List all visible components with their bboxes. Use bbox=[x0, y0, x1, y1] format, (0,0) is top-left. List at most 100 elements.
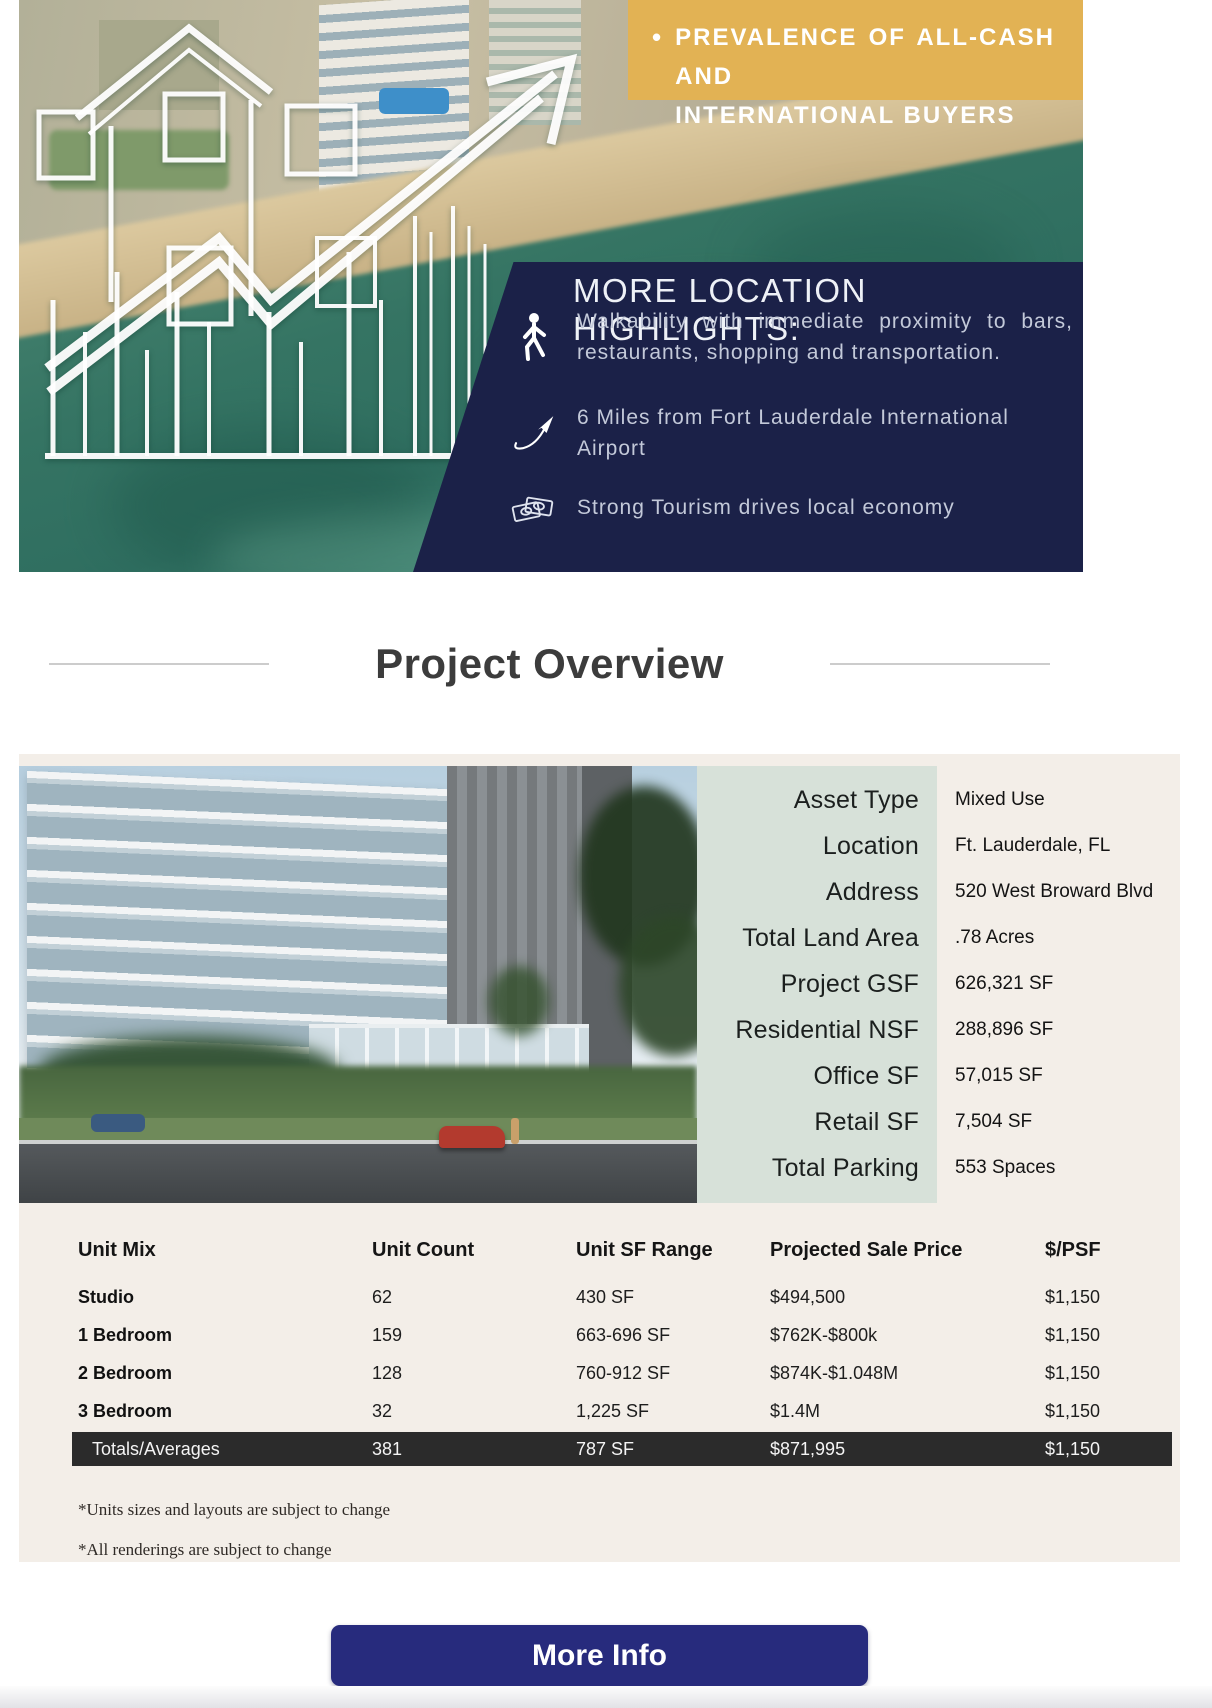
fact-row: Asset Type Mixed Use bbox=[697, 777, 1180, 823]
page-title: Project Overview bbox=[375, 640, 724, 687]
highlights-title: MORE LOCATION HIGHLIGHTS: bbox=[573, 272, 867, 347]
table-row: 2 Bedroom 128 760-912 SF $874K-$1.048M $… bbox=[78, 1354, 1172, 1392]
fact-row: Residential NSF 288,896 SF bbox=[697, 1007, 1180, 1053]
fact-row: Office SF 57,015 SF bbox=[697, 1053, 1180, 1099]
gold-callout: • PREVALENCE OF ALL-CASH AND INTERNATION… bbox=[628, 0, 1083, 129]
cell: 1 Bedroom bbox=[78, 1324, 173, 1345]
table-row: 3 Bedroom 32 1,225 SF $1.4M $1,150 bbox=[78, 1392, 1172, 1430]
cell: 3 Bedroom bbox=[78, 1400, 173, 1421]
cell: $1,150 bbox=[1045, 1362, 1101, 1383]
cell: $1,150 bbox=[1045, 1286, 1101, 1307]
cell: $762K-$800k bbox=[770, 1324, 878, 1345]
facts-label-panel bbox=[697, 766, 937, 1203]
curb bbox=[19, 1140, 697, 1145]
fact-label: Residential NSF bbox=[735, 1015, 919, 1044]
palm-tree bbox=[619, 916, 697, 1056]
highlight-text: 6 Miles from Fort Lauderdale Internation… bbox=[577, 406, 1009, 460]
cell: $1,150 bbox=[1045, 1400, 1101, 1421]
col-header: $/PSF bbox=[1045, 1238, 1101, 1261]
fact-label: Address bbox=[825, 877, 919, 906]
fact-value: 520 West Broward Blvd bbox=[955, 881, 1154, 902]
fact-row: Address 520 West Broward Blvd bbox=[697, 869, 1180, 915]
fact-row: Retail SF 7,504 SF bbox=[697, 1099, 1180, 1145]
unit-mix-table: Unit Mix Unit Count Unit SF Range Projec… bbox=[78, 1232, 1172, 1430]
totals-cell: $1,150 bbox=[1045, 1438, 1101, 1459]
cell: $1.4M bbox=[770, 1400, 821, 1421]
fact-label: Location bbox=[822, 831, 919, 860]
cell: 62 bbox=[372, 1286, 393, 1307]
fact-row: Total Land Area .78 Acres bbox=[697, 915, 1180, 961]
fact-value: Mixed Use bbox=[955, 789, 1045, 810]
cell: 128 bbox=[372, 1362, 403, 1383]
road bbox=[19, 1144, 697, 1203]
table-row: 1 Bedroom 159 663-696 SF $762K-$800k $1,… bbox=[78, 1316, 1172, 1354]
col-header: Unit Count bbox=[372, 1238, 475, 1261]
fact-label: Office SF bbox=[813, 1061, 919, 1090]
fact-label: Project GSF bbox=[780, 969, 919, 998]
cell: 663-696 SF bbox=[576, 1324, 671, 1345]
table-row: Studio 62 430 SF $494,500 $1,150 bbox=[78, 1278, 1172, 1316]
heading-right-divider bbox=[829, 663, 1050, 665]
col-header: Unit Mix bbox=[78, 1238, 156, 1261]
growth-chart-house-line-art bbox=[36, 23, 578, 459]
gold-callout-line2: INTERNATIONAL BUYERS bbox=[675, 102, 1016, 129]
fact-value: 57,015 SF bbox=[955, 1065, 1043, 1086]
highlight-text: Walkability with immediate proximity to … bbox=[577, 310, 1073, 364]
cell: $874K-$1.048M bbox=[770, 1362, 899, 1383]
fact-label: Retail SF bbox=[814, 1107, 919, 1136]
totals-cell: 787 SF bbox=[576, 1438, 635, 1459]
fact-value: 626,321 SF bbox=[955, 973, 1054, 994]
totals-label: Totals/Averages bbox=[92, 1438, 220, 1459]
location-highlights-panel: MORE LOCATION HIGHLIGHTS: Wa bbox=[413, 262, 1083, 572]
totals-cell: 381 bbox=[372, 1438, 403, 1459]
highlight-item-tourism: Strong Tourism drives local economy bbox=[511, 484, 1073, 530]
fact-row: Total Parking 553 Spaces bbox=[697, 1145, 1180, 1191]
page-bottom-fade bbox=[0, 1686, 1212, 1708]
pool bbox=[379, 88, 449, 114]
building-rendering-image bbox=[19, 766, 697, 1203]
car bbox=[91, 1114, 145, 1132]
pedestrian bbox=[511, 1118, 519, 1144]
fact-label: Asset Type bbox=[793, 785, 919, 814]
money-stack-icon bbox=[511, 484, 555, 530]
fact-value: 7,504 SF bbox=[955, 1111, 1033, 1132]
cell: 430 SF bbox=[576, 1286, 635, 1307]
totals-cell: $871,995 bbox=[770, 1438, 846, 1459]
fact-label: Total Land Area bbox=[742, 923, 919, 952]
fact-label: Total Parking bbox=[771, 1153, 919, 1182]
fact-row: Location Ft. Lauderdale, FL bbox=[697, 823, 1180, 869]
cell: 2 Bedroom bbox=[78, 1362, 173, 1383]
totals-row: Totals/Averages 381 787 SF $871,995 $1,1… bbox=[72, 1432, 1172, 1466]
gold-callout-line1: PREVALENCE OF ALL-CASH AND bbox=[675, 24, 1055, 90]
project-overview-section: Asset Type Mixed Use Location Ft. Lauder… bbox=[19, 754, 1180, 1562]
fact-row: Project GSF 626,321 SF bbox=[697, 961, 1180, 1007]
walking-person-icon bbox=[511, 311, 555, 363]
cell: 760-912 SF bbox=[576, 1362, 671, 1383]
highlight-item-walkability: Walkability with immediate proximity to … bbox=[511, 306, 1073, 368]
more-info-button-label: More Info bbox=[532, 1638, 667, 1672]
more-info-button[interactable]: More Info bbox=[331, 1625, 868, 1686]
hero-banner: • PREVALENCE OF ALL-CASH AND INTERNATION… bbox=[19, 0, 1083, 572]
cell: Studio bbox=[78, 1286, 134, 1307]
fact-value: 288,896 SF bbox=[955, 1019, 1054, 1040]
highlight-text: Strong Tourism drives local economy bbox=[577, 495, 955, 519]
heading-left-divider bbox=[49, 663, 270, 665]
col-header: Projected Sale Price bbox=[770, 1238, 963, 1261]
project-facts: Asset Type Mixed Use Location Ft. Lauder… bbox=[697, 766, 1180, 1191]
bullet-icon: • bbox=[652, 22, 662, 52]
cell: 1,225 SF bbox=[576, 1400, 650, 1421]
cell: $1,150 bbox=[1045, 1324, 1101, 1345]
footnote-units: *Units sizes and layouts are subject to … bbox=[78, 1500, 391, 1519]
footnote-renderings: *All renderings are subject to change bbox=[78, 1540, 332, 1559]
gold-callout-text: PREVALENCE OF ALL-CASH AND INTERNATIONAL… bbox=[675, 18, 1055, 129]
col-header: Unit SF Range bbox=[576, 1238, 713, 1261]
cell: $494,500 bbox=[770, 1286, 846, 1307]
highlight-item-airport: 6 Miles from Fort Lauderdale Internation… bbox=[511, 402, 1073, 464]
fact-value: 553 Spaces bbox=[955, 1157, 1056, 1178]
cell: 32 bbox=[372, 1400, 393, 1421]
fact-value: .78 Acres bbox=[955, 927, 1035, 948]
section-heading: Project Overview bbox=[19, 638, 1080, 690]
cell: 159 bbox=[372, 1324, 403, 1345]
table-header-row: Unit Mix Unit Count Unit SF Range Projec… bbox=[78, 1232, 1172, 1268]
